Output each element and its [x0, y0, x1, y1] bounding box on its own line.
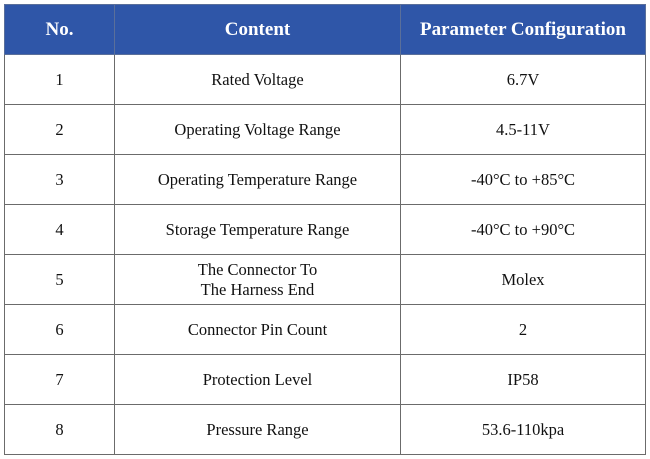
- table-cell: 3: [4, 154, 115, 205]
- table-cell: 6: [4, 304, 115, 355]
- table-row: 2 Operating Voltage Range 4.5-11V: [4, 104, 646, 155]
- table-cell: 6.7V: [400, 54, 646, 105]
- table-cell: -40°C to +90°C: [400, 204, 646, 255]
- table-cell: 4.5-11V: [400, 104, 646, 155]
- table-cell: 7: [4, 354, 115, 405]
- table-row: 5 The Connector To The Harness End Molex: [4, 254, 646, 305]
- table-row: 8 Pressure Range 53.6-110kpa: [4, 404, 646, 455]
- table-cell: -40°C to +85°C: [400, 154, 646, 205]
- table-cell: 1: [4, 54, 115, 105]
- header-cell: Parameter Configuration: [400, 4, 646, 55]
- table-cell: Pressure Range: [114, 404, 401, 455]
- table-cell: 2: [400, 304, 646, 355]
- table-cell: IP58: [400, 354, 646, 405]
- table-cell: 5: [4, 254, 115, 305]
- table-cell: Protection Level: [114, 354, 401, 405]
- table-row: 7 Protection Level IP58: [4, 354, 646, 405]
- table-cell: Molex: [400, 254, 646, 305]
- table-body: 1 Rated Voltage 6.7V 2 Operating Voltage Ran…: [4, 54, 646, 455]
- table-cell: Rated Voltage: [114, 54, 401, 105]
- spec-table: No. Content Parameter Configuration 1 Rated…: [4, 4, 646, 455]
- header-cell: No.: [4, 4, 115, 55]
- table-cell: Connector Pin Count: [114, 304, 401, 355]
- table-row: 6 Connector Pin Count 2: [4, 304, 646, 355]
- header-row: No. Content Parameter Configuration: [4, 4, 646, 55]
- table-cell: 8: [4, 404, 115, 455]
- table-cell: The Connector To The Harness End: [114, 254, 401, 305]
- table-cell: 53.6-110kpa: [400, 404, 646, 455]
- table-cell: 4: [4, 204, 115, 255]
- table-row: 1 Rated Voltage 6.7V: [4, 54, 646, 105]
- table-cell: Storage Temperature Range: [114, 204, 401, 255]
- table-cell: Operating Temperature Range: [114, 154, 401, 205]
- table-row: 4 Storage Temperature Range -40°C to +90°C: [4, 204, 646, 255]
- table-row: 3 Operating Temperature Range -40°C to +85…: [4, 154, 646, 205]
- table-container: No. Content Parameter Configuration 1 Rated…: [4, 4, 646, 455]
- table-cell: 2: [4, 104, 115, 155]
- header-cell: Content: [114, 4, 401, 55]
- table-cell: Operating Voltage Range: [114, 104, 401, 155]
